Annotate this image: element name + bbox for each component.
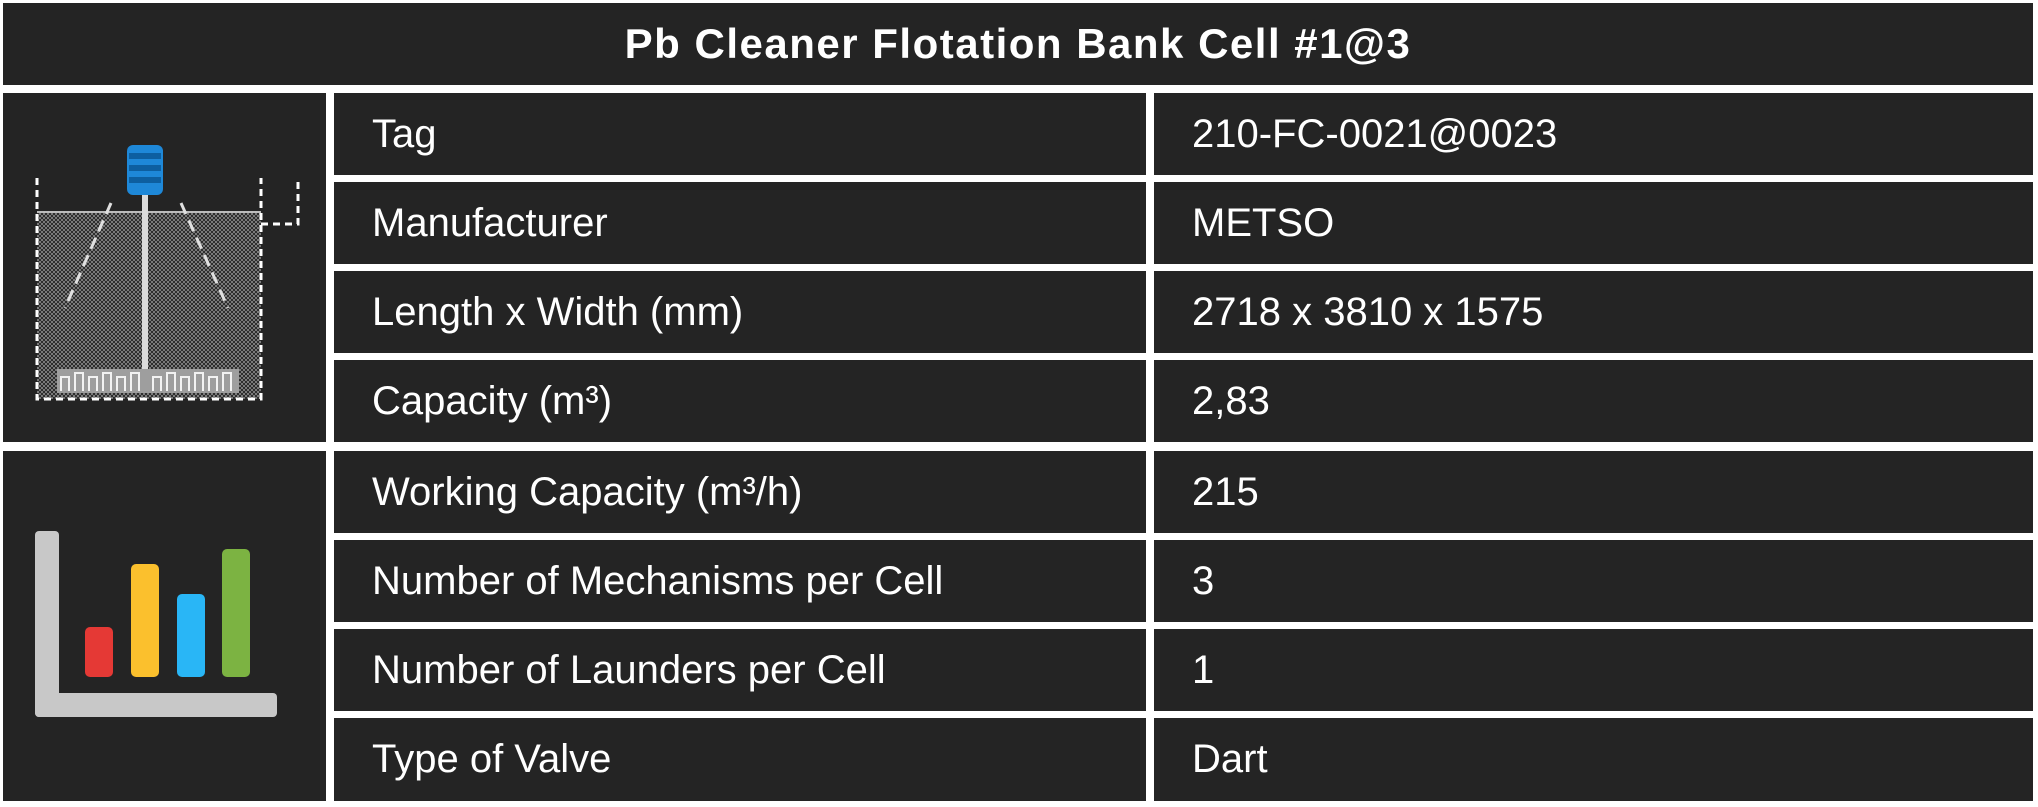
- row-label-text: Capacity (m³): [372, 378, 613, 423]
- chart-bar-red: [85, 627, 113, 677]
- row-label-tag: Tag: [334, 93, 1146, 175]
- row-value-capacity: 2,83: [1154, 360, 2033, 442]
- row-value-dimensions: 2718 x 3810 x 1575: [1154, 271, 2033, 353]
- row-label-text: Manufacturer: [372, 200, 608, 245]
- row-value-launders: 1: [1154, 629, 2033, 711]
- row-value-text: 2,83: [1192, 378, 1270, 423]
- row-value-tag: 210-FC-0021@0023: [1154, 93, 2033, 175]
- equipment-image-cell: [3, 93, 326, 442]
- row-label-text: Number of Launders per Cell: [372, 647, 886, 692]
- row-label-text: Type of Valve: [372, 737, 612, 781]
- row-label-manufacturer: Manufacturer: [334, 182, 1146, 264]
- chart-bar-green: [222, 549, 250, 677]
- row-value-text: 2718 x 3810 x 1575: [1192, 289, 1544, 334]
- chart-bar-yellow: [131, 564, 159, 677]
- row-value-text: 1: [1192, 647, 1215, 692]
- row-label-text: Number of Mechanisms per Cell: [372, 558, 944, 603]
- row-label-valve-type: Type of Valve: [334, 718, 1146, 801]
- chart-bar-blue: [177, 594, 205, 677]
- chart-y-axis: [35, 531, 59, 717]
- row-label-mechanisms: Number of Mechanisms per Cell: [334, 540, 1146, 622]
- page-title: Pb Cleaner Flotation Bank Cell #1@3: [624, 20, 1412, 67]
- bar-chart-icon: [35, 531, 277, 717]
- row-value-text: 215: [1192, 469, 1259, 514]
- row-value-text: 210-FC-0021@0023: [1192, 111, 1558, 156]
- row-value-text: Dart: [1192, 737, 1268, 781]
- row-value-valve-type: Dart: [1154, 718, 2033, 801]
- flotation-cell-icon: [35, 145, 300, 401]
- row-value-mechanisms: 3: [1154, 540, 2033, 622]
- row-value-manufacturer: METSO: [1154, 182, 2033, 264]
- row-label-text: Tag: [372, 111, 437, 156]
- row-label-text: Length x Width (mm): [372, 289, 744, 334]
- row-value-working-capacity: 215: [1154, 451, 2033, 533]
- chart-image-cell: [3, 451, 326, 801]
- row-label-launders: Number of Launders per Cell: [334, 629, 1146, 711]
- row-label-text: Working Capacity (m³/h): [372, 469, 803, 514]
- row-label-dimensions: Length x Width (mm): [334, 271, 1146, 353]
- chart-x-axis: [35, 693, 277, 717]
- row-value-text: 3: [1192, 558, 1215, 603]
- row-label-capacity: Capacity (m³): [334, 360, 1146, 442]
- title-bar: Pb Cleaner Flotation Bank Cell #1@3: [3, 3, 2033, 85]
- row-value-text: METSO: [1192, 200, 1335, 245]
- row-label-working-capacity: Working Capacity (m³/h): [334, 451, 1146, 533]
